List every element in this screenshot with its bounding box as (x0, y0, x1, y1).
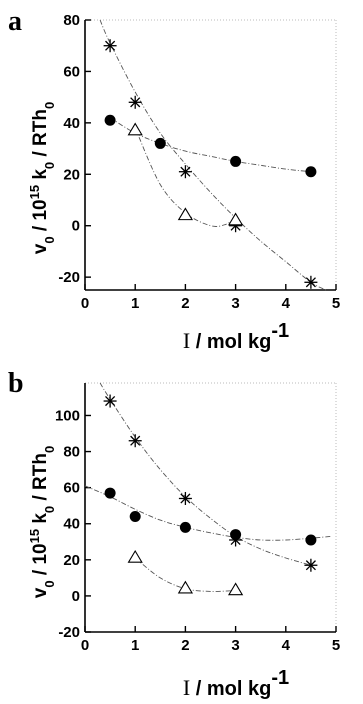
data-point-circle-a (230, 155, 242, 167)
data-point-circle-b (129, 511, 141, 523)
y-tick-label-a: 20 (63, 166, 80, 183)
data-point-asterisk-a (178, 165, 192, 179)
x-axis-title-b: I / mol kg-1 (183, 667, 289, 700)
y-tick-label-b: 60 (63, 480, 80, 497)
x-tick-label-b: 2 (181, 637, 189, 654)
y-tick-label-a: 0 (72, 218, 80, 235)
x-tick-label-a: 2 (181, 295, 189, 312)
y-tick-label-a: 40 (63, 115, 80, 132)
x-tick-label-b: 5 (332, 637, 340, 654)
y-tick-label-b: 40 (63, 516, 80, 533)
fit-line-asterisk-a (99, 19, 327, 291)
data-point-circle-b (104, 487, 116, 499)
y-tick-label-b: -20 (58, 624, 80, 641)
data-point-circle-a (104, 114, 116, 126)
x-axis-title-a: I / mol kg-1 (183, 320, 289, 353)
y-tick-label-b: 20 (63, 552, 80, 569)
data-point-circle-b (230, 529, 242, 541)
panel-label-a: a (8, 6, 22, 37)
y-tick-label-a: 80 (63, 12, 80, 29)
x-tick-label-a: 1 (131, 295, 139, 312)
fit-line-asterisk-b (99, 382, 312, 566)
y-tick-label-b: 100 (55, 407, 80, 424)
data-point-triangle-b (127, 549, 143, 563)
x-tick-label-b: 4 (282, 637, 291, 654)
data-point-asterisk-b (128, 434, 142, 448)
x-tick-label-a: 0 (81, 295, 89, 312)
x-tick-label-a: 4 (282, 295, 291, 312)
data-point-asterisk-b (178, 491, 192, 505)
x-tick-label-b: 1 (131, 637, 139, 654)
x-tick-label-a: 3 (231, 295, 239, 312)
y-axis-title-b: v0 / 1015 k0 / RTh0 (27, 446, 57, 598)
data-point-triangle-a (127, 122, 143, 136)
data-point-triangle-a (177, 207, 194, 221)
fit-line-open-triangle-a (134, 127, 236, 227)
data-point-circle-b (305, 534, 317, 546)
data-point-triangle-b (177, 580, 194, 594)
data-point-triangle-b (227, 582, 244, 596)
data-point-asterisk-a (103, 39, 117, 53)
data-point-circle-a (154, 137, 166, 149)
x-tick-label-a: 5 (332, 295, 340, 312)
fit-line-filled-circle-a (109, 117, 311, 173)
y-axis-title-a: v0 / 1015 k0 / RTh0 (27, 102, 57, 254)
y-tick-label-a: -20 (58, 269, 80, 286)
data-point-circle-b (179, 521, 191, 533)
y-tick-label-b: 80 (63, 444, 80, 461)
y-tick-label-b: 0 (72, 588, 80, 605)
fit-line-filled-circle-b (84, 485, 332, 541)
y-tick-label-a: 60 (63, 63, 80, 80)
data-point-asterisk-b (103, 394, 117, 408)
data-point-circle-a (305, 166, 317, 178)
data-point-asterisk-b (304, 558, 318, 572)
data-point-asterisk-a (128, 95, 142, 109)
panel-label-b: b (8, 368, 24, 399)
data-point-asterisk-a (304, 275, 318, 289)
x-tick-label-b: 0 (81, 637, 89, 654)
x-tick-label-b: 3 (231, 637, 239, 654)
data-point-triangle-a (227, 212, 244, 226)
fit-line-open-triangle-b (134, 557, 236, 592)
